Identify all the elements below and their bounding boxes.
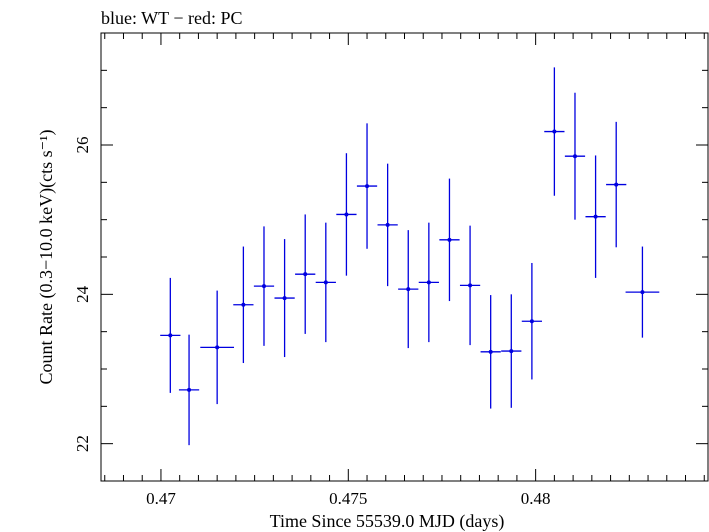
point-marker xyxy=(406,287,411,292)
data-point xyxy=(377,163,398,287)
data-point xyxy=(480,295,501,409)
point-marker xyxy=(640,290,645,295)
point-marker xyxy=(426,280,431,285)
point-marker xyxy=(593,214,598,219)
data-point xyxy=(439,178,460,302)
y-axis-label: Count Rate (0.3−10.0 keV)(cts s⁻¹) xyxy=(36,129,57,384)
data-series xyxy=(160,67,660,446)
point-marker xyxy=(365,184,370,189)
point-marker xyxy=(344,212,349,217)
x-tick-label: 0.48 xyxy=(521,489,551,508)
point-marker xyxy=(215,345,220,350)
data-point xyxy=(178,334,200,446)
data-point xyxy=(501,294,522,408)
point-marker xyxy=(447,237,452,242)
point-marker xyxy=(261,284,266,289)
data-point xyxy=(315,222,336,343)
point-marker xyxy=(323,280,328,285)
data-point xyxy=(521,262,543,380)
data-point xyxy=(356,123,378,249)
data-point xyxy=(253,226,275,346)
data-point xyxy=(625,246,660,338)
data-point xyxy=(274,239,295,358)
x-axis-label: Time Since 55539.0 MJD (days) xyxy=(270,511,505,532)
point-marker xyxy=(282,296,287,301)
point-marker xyxy=(187,387,192,392)
point-marker xyxy=(552,129,557,134)
point-marker xyxy=(468,283,473,288)
point-marker xyxy=(572,154,577,159)
data-point xyxy=(200,290,235,405)
plot-frame xyxy=(100,32,709,482)
data-point xyxy=(418,222,439,343)
x-tick-label: 0.47 xyxy=(146,489,176,508)
data-point xyxy=(233,246,254,364)
data-point xyxy=(564,92,586,220)
data-point xyxy=(606,121,627,248)
data-point xyxy=(295,214,316,334)
data-point xyxy=(160,277,181,393)
y-tick-label: 22 xyxy=(73,435,92,452)
point-marker xyxy=(168,333,173,338)
x-tick-label: 0.475 xyxy=(329,489,367,508)
y-tick-label: 26 xyxy=(73,137,92,154)
point-marker xyxy=(303,272,308,277)
data-point xyxy=(398,230,419,349)
point-marker xyxy=(614,182,619,187)
data-point xyxy=(459,225,481,346)
point-marker xyxy=(488,349,493,354)
point-marker xyxy=(241,302,246,307)
point-marker xyxy=(385,222,390,227)
x-axis: 0.47 0.475 0.48 xyxy=(104,33,705,508)
y-tick-label: 24 xyxy=(73,285,92,303)
point-marker xyxy=(529,319,534,324)
y-axis: 22 24 26 xyxy=(73,32,708,482)
point-marker xyxy=(509,349,514,354)
data-point xyxy=(336,153,357,276)
chart-title: blue: WT − red: PC xyxy=(101,8,242,28)
data-point xyxy=(585,155,606,278)
data-point xyxy=(544,67,565,196)
